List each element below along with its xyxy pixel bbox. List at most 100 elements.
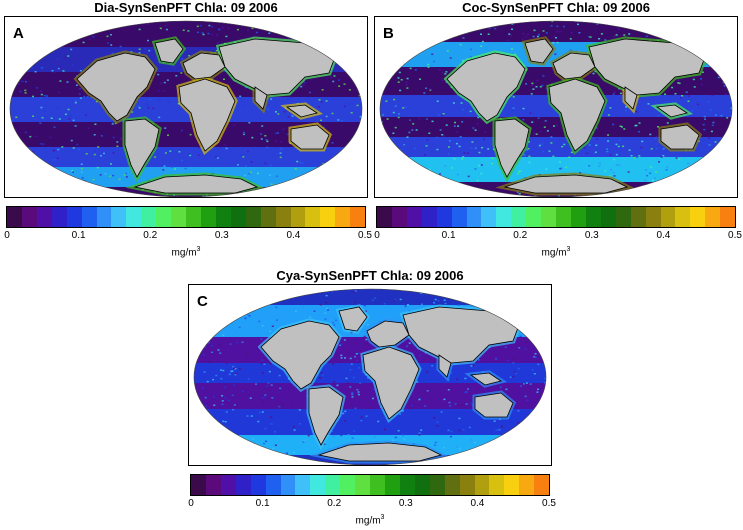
ocean-pixel	[439, 173, 441, 175]
ocean-pixel	[224, 396, 227, 399]
ocean-pixel	[559, 30, 562, 33]
ocean-pixel	[549, 300, 551, 302]
ocean-pixel	[625, 106, 628, 108]
ocean-pixel	[537, 363, 540, 366]
ocean-pixel	[707, 101, 710, 103]
ocean-pixel	[221, 400, 224, 402]
ocean-pixel	[266, 462, 269, 464]
ocean-pixel	[408, 342, 411, 344]
ocean-pixel	[463, 152, 466, 154]
ocean-pixel	[249, 416, 252, 418]
ocean-pixel	[726, 65, 729, 67]
colorbar-segment	[290, 207, 306, 227]
ocean-pixel	[221, 27, 224, 29]
ocean-pixel	[349, 64, 352, 67]
ocean-pixel	[594, 151, 597, 153]
ocean-pixel	[157, 73, 160, 76]
ocean-pixel	[675, 157, 678, 159]
ocean-pixel	[168, 21, 171, 22]
panel-letter-c: C	[197, 293, 208, 310]
ocean-pixel	[443, 398, 446, 401]
ocean-pixel	[528, 420, 531, 423]
ocean-pixel	[349, 40, 352, 43]
ocean-pixel	[308, 91, 311, 94]
ocean-pixel	[44, 29, 47, 31]
ocean-pixel	[422, 46, 425, 49]
ocean-pixel	[100, 191, 103, 194]
ocean-pixel	[365, 415, 368, 417]
ocean-pixel	[223, 143, 226, 146]
ocean-pixel	[365, 50, 367, 52]
ocean-pixel	[458, 145, 461, 148]
ocean-pixel	[419, 46, 422, 48]
ocean-pixel	[406, 77, 409, 80]
ocean-pixel	[455, 445, 458, 448]
ocean-pixel	[223, 454, 226, 457]
landmass	[182, 52, 226, 80]
map-c: C	[188, 284, 552, 466]
ocean-pixel	[487, 33, 490, 35]
ocean-pixel	[380, 157, 382, 160]
ocean-pixel	[533, 318, 536, 321]
landmass	[260, 320, 340, 390]
ocean-pixel	[10, 193, 12, 196]
colorbar-segment	[141, 207, 157, 227]
ocean-pixel	[470, 147, 473, 149]
ocean-pixel	[222, 334, 225, 336]
ocean-pixel	[638, 122, 641, 124]
ocean-pixel	[333, 381, 336, 383]
ocean-pixel	[57, 148, 60, 151]
ocean-pixel	[212, 395, 215, 398]
ocean-pixel	[260, 138, 263, 140]
ocean-pixel	[69, 115, 72, 117]
ocean-pixel	[699, 173, 702, 176]
ocean-pixel	[447, 429, 450, 432]
ocean-pixel	[103, 152, 105, 155]
ocean-pixel	[215, 49, 218, 52]
colorbar-tick-label: 0.5	[542, 498, 556, 509]
ocean-pixel	[46, 95, 48, 97]
landmass	[178, 78, 236, 152]
colorbar-segment	[451, 207, 467, 227]
ocean-pixel	[230, 370, 233, 373]
ocean-pixel	[726, 117, 729, 119]
ocean-pixel	[552, 41, 555, 44]
ocean-pixel	[544, 120, 547, 122]
ocean-pixel	[550, 374, 552, 376]
ocean-pixel	[646, 174, 649, 177]
ocean-pixel	[351, 144, 354, 146]
ocean-pixel	[439, 129, 442, 131]
colorbar-segment	[7, 207, 22, 227]
ocean-pixel	[545, 168, 548, 170]
ocean-pixel	[360, 420, 363, 422]
ocean-pixel	[265, 385, 268, 387]
ocean-pixel	[531, 82, 534, 85]
ocean-pixel	[210, 344, 213, 347]
landmass	[548, 78, 606, 152]
ocean-pixel	[266, 140, 269, 143]
ocean-pixel	[215, 447, 218, 449]
ocean-pixel	[64, 113, 67, 116]
ocean-pixel	[383, 303, 386, 305]
ocean-pixel	[354, 407, 357, 409]
ocean-pixel	[356, 78, 359, 81]
colorbar-segment	[436, 207, 452, 227]
ocean-pixel	[360, 420, 363, 423]
ocean-pixel	[665, 169, 668, 171]
ocean-pixel	[724, 93, 727, 95]
ocean-pixel	[10, 72, 13, 74]
ocean-pixel	[682, 28, 685, 30]
ocean-pixel	[351, 393, 354, 396]
ocean-pixel	[525, 65, 528, 68]
ocean-pixel	[649, 172, 652, 174]
ocean-pixel	[533, 29, 536, 32]
ocean-pixel	[202, 33, 205, 36]
ocean-pixel	[358, 94, 361, 97]
ocean-pixel	[224, 291, 227, 294]
ocean-pixel	[296, 160, 299, 163]
ocean-pixel	[189, 154, 192, 157]
ocean-pixel	[147, 106, 150, 109]
ocean-pixel	[518, 170, 521, 173]
ocean-pixel	[461, 158, 464, 160]
ocean-pixel	[612, 123, 615, 126]
